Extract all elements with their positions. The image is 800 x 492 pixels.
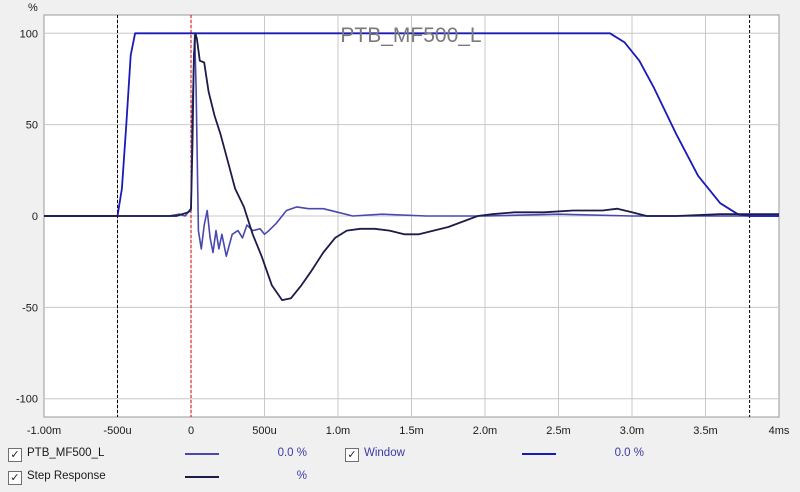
window-line-swatch (522, 453, 556, 455)
window-checkbox[interactable]: ✓ (345, 448, 359, 462)
x-tick-label: 500u (252, 425, 276, 437)
y-tick-label: 0 (32, 211, 38, 223)
chart-area: -1.00m -500u 0 500u 1.0m 1.5m 2.0m 2.5m 3.0m 3.5m… (16, 2, 790, 437)
x-tick-label: 3.5m (693, 425, 717, 437)
x-tick-label: 4ms (769, 425, 790, 437)
step-legend-value: % (296, 470, 307, 482)
y-axis-unit-label: % (28, 2, 38, 14)
step-legend-label[interactable]: Step Response (27, 470, 106, 482)
y-tick-label: -50 (22, 302, 38, 314)
window-legend-label[interactable]: Window (364, 447, 405, 459)
x-tick-label: 2.5m (546, 425, 570, 437)
x-tick-label: 1.0m (326, 425, 350, 437)
y-tick-label: 100 (20, 28, 38, 40)
series-lines (44, 32, 779, 301)
step-line-swatch (185, 476, 219, 478)
x-tick-label: 2.0m (473, 425, 497, 437)
x-tick-label: 3.0m (620, 425, 644, 437)
legend-row-1: ✓ PTB_MF500_L 0.0 % ✓ Window 0.0 % (0, 447, 800, 465)
step-checkbox[interactable]: ✓ (8, 471, 22, 485)
x-tick-label: -500u (103, 425, 131, 437)
ptb-checkbox[interactable]: ✓ (8, 448, 22, 462)
chart-title: PTB_MF500_L (340, 24, 481, 47)
ptb-line-swatch (185, 453, 219, 455)
series-line-step-response (44, 32, 779, 301)
y-tick-label: -100 (16, 394, 38, 406)
x-axis-tick-labels: -1.00m -500u 0 500u 1.0m 1.5m 2.0m 2.5m 3.0m 3.5m… (27, 425, 790, 437)
ptb-legend-label[interactable]: PTB_MF500_L (27, 447, 105, 459)
ptb-legend-value: 0.0 % (277, 447, 307, 459)
window-legend-value: 0.0 % (614, 447, 644, 459)
legend-row-2: ✓ Step Response % (0, 470, 800, 488)
x-tick-label: 1.5m (399, 425, 423, 437)
series-line-window (44, 32, 779, 217)
y-tick-label: 50 (26, 120, 38, 132)
x-tick-label: 0 (188, 425, 194, 437)
y-axis-tick-labels: 100 50 0 -50 -100 (16, 28, 38, 405)
x-tick-label: -1.00m (27, 425, 61, 437)
